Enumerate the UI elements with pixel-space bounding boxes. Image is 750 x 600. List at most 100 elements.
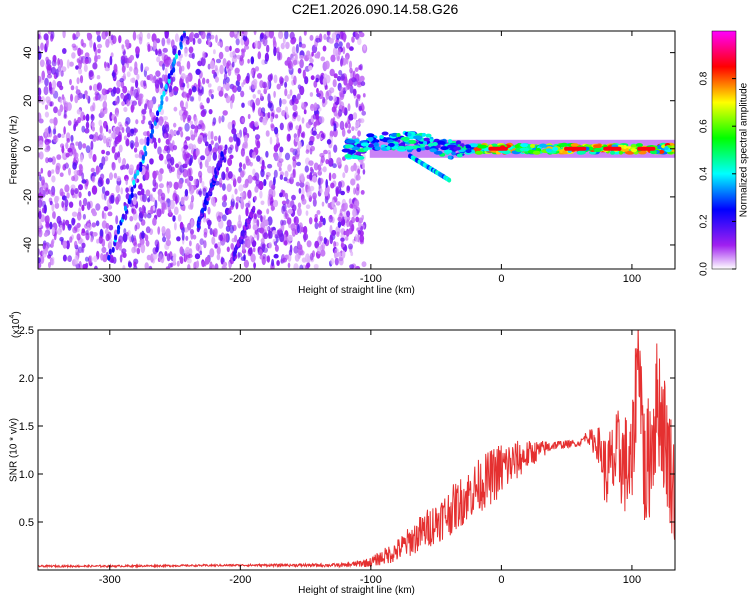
noise-cell bbox=[180, 115, 184, 121]
noise-cell bbox=[136, 73, 140, 81]
noise-cell bbox=[70, 184, 76, 190]
noise-cell bbox=[222, 183, 226, 191]
noise-cell bbox=[41, 70, 45, 81]
noise-cell bbox=[271, 258, 275, 267]
noise-cell bbox=[217, 241, 222, 247]
echo-cell bbox=[658, 149, 665, 154]
noise-cell bbox=[340, 190, 345, 196]
noise-cell bbox=[229, 154, 234, 159]
noise-cell bbox=[61, 133, 65, 139]
noise-cell bbox=[67, 224, 72, 231]
heatmap-frame bbox=[37, 30, 676, 270]
noise-cell bbox=[197, 137, 202, 145]
noise-cell bbox=[236, 32, 240, 39]
echo-cell bbox=[374, 146, 381, 151]
noise-cell bbox=[146, 254, 152, 261]
noise-cell bbox=[284, 152, 291, 161]
noise-cell bbox=[344, 122, 348, 129]
noise-cell bbox=[348, 198, 352, 205]
noise-cell bbox=[244, 238, 248, 248]
noise-cell bbox=[120, 80, 125, 89]
noise-cell bbox=[293, 263, 299, 269]
noise-cell bbox=[318, 230, 322, 238]
noise-cell bbox=[54, 202, 60, 209]
echo-cell bbox=[440, 146, 449, 151]
noise-cell bbox=[304, 54, 308, 61]
echo-cell bbox=[425, 133, 432, 138]
noise-cell bbox=[63, 110, 67, 119]
noise-cell bbox=[345, 236, 349, 241]
noise-cell bbox=[96, 35, 102, 43]
noise-cell bbox=[339, 87, 345, 92]
streak-cell bbox=[139, 166, 143, 172]
noise-cell bbox=[207, 38, 211, 47]
noise-cell bbox=[185, 74, 190, 83]
noise-cell bbox=[263, 215, 266, 220]
noise-cell bbox=[199, 238, 204, 246]
noise-cell bbox=[201, 180, 205, 188]
noise-cell bbox=[179, 256, 183, 261]
noise-cell bbox=[160, 192, 166, 201]
noise-cell bbox=[296, 161, 302, 167]
noise-cell bbox=[133, 261, 137, 268]
noise-cell bbox=[154, 199, 158, 209]
noise-cell bbox=[121, 65, 126, 74]
noise-cell bbox=[227, 121, 233, 130]
noise-cell bbox=[57, 133, 62, 139]
noise-cell bbox=[270, 124, 275, 132]
noise-cell bbox=[295, 43, 299, 54]
noise-cell bbox=[131, 100, 138, 106]
noise-cell bbox=[338, 181, 343, 188]
noise-cell bbox=[149, 112, 155, 118]
echo-cell bbox=[374, 142, 379, 147]
noise-cell bbox=[297, 67, 302, 74]
noise-cell bbox=[53, 117, 58, 126]
noise-cell bbox=[272, 189, 276, 198]
noise-cell bbox=[354, 200, 360, 206]
noise-cell bbox=[121, 248, 127, 254]
noise-cell bbox=[322, 166, 327, 173]
noise-cell bbox=[135, 136, 139, 145]
noise-cell bbox=[164, 74, 168, 84]
noise-cell bbox=[345, 230, 351, 236]
noise-cell bbox=[312, 198, 317, 207]
streak-cell bbox=[164, 83, 168, 90]
streak-cell bbox=[224, 144, 228, 151]
noise-cell bbox=[358, 217, 364, 224]
noise-cell bbox=[113, 172, 118, 179]
noise-cell bbox=[206, 219, 212, 227]
echo-cell bbox=[530, 143, 535, 148]
noise-cell bbox=[91, 126, 95, 132]
noise-cell bbox=[40, 186, 44, 195]
noise-cell bbox=[50, 66, 57, 75]
noise-cell bbox=[99, 125, 103, 135]
noise-cell bbox=[101, 186, 106, 194]
noise-cell bbox=[274, 244, 279, 252]
noise-cell bbox=[346, 42, 351, 49]
noise-cell bbox=[125, 138, 130, 147]
noise-cell bbox=[134, 153, 139, 159]
noise-cell bbox=[185, 101, 189, 110]
noise-cell bbox=[284, 192, 289, 200]
echo-cell bbox=[514, 144, 520, 149]
noise-cell bbox=[210, 130, 214, 140]
noise-cell bbox=[219, 182, 223, 188]
noise-cell bbox=[338, 256, 344, 262]
noise-cell bbox=[278, 167, 282, 172]
noise-cell bbox=[330, 182, 335, 189]
noise-cell bbox=[123, 55, 128, 64]
echo-cell bbox=[367, 143, 374, 148]
noise-cell bbox=[316, 133, 320, 140]
noise-cell bbox=[264, 59, 268, 65]
noise-cell bbox=[243, 45, 250, 50]
echo-cell bbox=[443, 149, 453, 154]
noise-cell bbox=[105, 178, 110, 185]
noise-cell bbox=[56, 154, 62, 160]
noise-cell bbox=[90, 167, 95, 173]
noise-cell bbox=[284, 60, 290, 66]
noise-cell bbox=[238, 184, 244, 192]
noise-cell bbox=[342, 46, 346, 55]
noise-cell bbox=[293, 112, 297, 118]
noise-cell bbox=[210, 140, 214, 145]
noise-cell bbox=[221, 171, 226, 181]
